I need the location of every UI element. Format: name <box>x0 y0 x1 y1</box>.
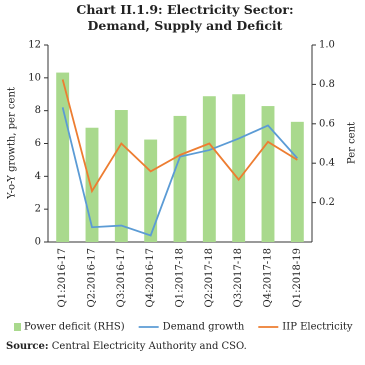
y2-tick-label: 0.4 <box>319 158 335 169</box>
legend-swatch <box>14 323 21 331</box>
bar <box>56 72 70 242</box>
x-tick-label: Q2:2016-17 <box>87 248 98 307</box>
x-tick-label: Q4:2017-18 <box>263 248 274 307</box>
line <box>61 79 298 194</box>
source: Source: Central Electricity Authority an… <box>6 341 247 352</box>
bar <box>114 110 128 242</box>
legend-label: Demand growth <box>163 322 245 333</box>
x-tick-label: Q1:2017-18 <box>175 248 186 307</box>
bar <box>202 96 216 242</box>
y-tick-label: 8 <box>35 105 41 116</box>
y-tick-label: 4 <box>35 171 41 182</box>
bar <box>261 106 275 242</box>
y-tick-label: 0 <box>35 237 41 248</box>
x-tick-label: Q3:2016-17 <box>116 248 127 307</box>
bar <box>232 94 246 242</box>
source-label: Source: <box>6 341 49 352</box>
y-tick-label: 12 <box>28 40 41 51</box>
legend-label: IIP Electricity <box>282 322 353 333</box>
y-tick-label: 10 <box>28 72 41 83</box>
x-tick-label: Q3:2017-18 <box>233 248 244 307</box>
y2-tick-label: 0.6 <box>319 118 335 129</box>
y-tick-label: 6 <box>35 138 41 149</box>
x-tick-label: Q1:2016-17 <box>57 248 68 307</box>
x-tick-label: Q2:2017-18 <box>204 248 215 307</box>
bar <box>290 121 304 242</box>
source-text: Central Electricity Authority and CSO. <box>51 341 247 352</box>
y2-tick-label: 0.2 <box>319 197 335 208</box>
x-tick-label: Q1:2018-19 <box>292 248 303 307</box>
x-tick-label: Q4:2016-17 <box>145 248 156 307</box>
line <box>61 107 299 237</box>
bar <box>144 139 158 242</box>
y-axis-label: Y-o-Y growth, per cent <box>7 87 18 200</box>
y2-tick-label: 1.0 <box>319 40 335 51</box>
y2-tick-label: 0.8 <box>319 79 335 90</box>
y-tick-label: 2 <box>35 204 41 215</box>
bar <box>173 115 187 242</box>
y2-axis-label: Per cent <box>347 122 358 164</box>
legend-label: Power deficit (RHS) <box>24 322 125 333</box>
chart-title: Chart II.1.9: Electricity Sector: Demand… <box>76 2 294 33</box>
